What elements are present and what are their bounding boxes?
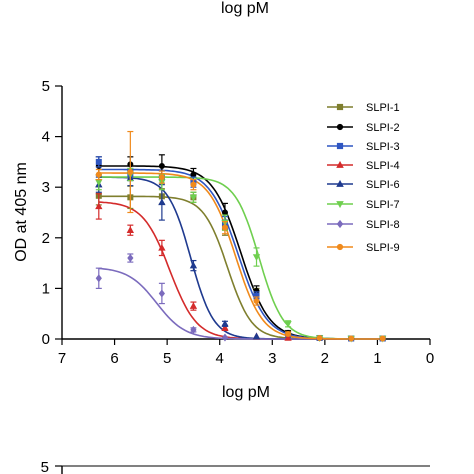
y-axis-label: OD at 405 nm	[13, 162, 30, 262]
data-point	[221, 221, 228, 235]
y-tick-label: 1	[42, 280, 50, 297]
legend-label: SLPI-7	[366, 199, 400, 211]
legend: SLPI-1 SLPI-2 SLPI-3 SLPI-4 SLPI-6 SLPI-7 SLPI…	[327, 102, 400, 254]
x-axis-ticks: 7 6 5 4 3 2 1 0	[58, 339, 434, 367]
legend-entry: SLPI-2	[327, 122, 400, 134]
legend-entry: SLPI-9	[327, 242, 400, 254]
legend-entry: SLPI-8	[327, 219, 400, 231]
fit-curve	[98, 165, 386, 340]
y-tick-label: 4	[42, 129, 50, 146]
legend-entry: SLPI-7	[327, 199, 400, 211]
fit-curve	[98, 172, 386, 340]
previous-figure-xlabel: log pM	[221, 0, 269, 17]
legend-label: SLPI-6	[366, 179, 400, 191]
x-tick-label: 4	[216, 350, 224, 367]
legend-label: SLPI-8	[366, 219, 400, 231]
legend-label: SLPI-1	[366, 102, 400, 114]
legend-label: SLPI-4	[366, 160, 400, 172]
data-point	[189, 191, 198, 203]
x-tick-label: 6	[110, 350, 118, 367]
legend-entry: SLPI-1	[327, 102, 400, 114]
data-point	[127, 130, 134, 214]
y-axis-ticks: 0 1 2 3 4 5	[42, 78, 62, 348]
data-point	[95, 267, 102, 289]
fit-curves	[98, 165, 386, 340]
data-point	[190, 179, 197, 191]
legend-label: SLPI-3	[366, 141, 400, 153]
data-point	[189, 259, 198, 272]
data-point	[158, 170, 165, 184]
data-point	[127, 253, 134, 263]
fit-curve	[98, 267, 386, 340]
data-point	[95, 156, 102, 168]
data-point	[252, 247, 261, 267]
legend-entry: SLPI-6	[327, 179, 400, 191]
x-tick-label: 3	[268, 350, 276, 367]
data-point	[221, 319, 229, 327]
data-points	[95, 130, 387, 343]
x-tick-label: 2	[321, 350, 329, 367]
data-point	[253, 296, 260, 306]
data-point	[158, 282, 165, 305]
legend-entry: SLPI-3	[327, 141, 400, 153]
data-point	[379, 335, 386, 342]
y-tick-label: 2	[42, 230, 50, 247]
data-point	[190, 325, 197, 334]
data-point	[189, 301, 198, 311]
data-point	[316, 334, 323, 341]
x-tick-label: 5	[163, 350, 171, 367]
data-point	[348, 335, 355, 342]
x-axis-label: log pM	[222, 384, 270, 401]
data-point	[284, 320, 292, 328]
legend-entry: SLPI-4	[327, 160, 400, 172]
x-tick-label: 0	[426, 350, 434, 367]
legend-label: SLPI-9	[366, 242, 400, 254]
data-point	[95, 168, 102, 181]
legend-label: SLPI-2	[366, 122, 400, 134]
y-tick-label: 3	[42, 179, 50, 196]
x-tick-label: 7	[58, 350, 66, 367]
y-tick-label: 0	[42, 331, 50, 348]
data-point	[158, 239, 166, 257]
next-chart-tick-label: 5	[41, 459, 49, 474]
data-point	[126, 224, 135, 236]
data-point	[252, 332, 261, 340]
data-point	[221, 333, 229, 342]
data-point	[285, 330, 292, 337]
data-point	[284, 334, 292, 341]
y-tick-label: 5	[42, 78, 50, 95]
x-tick-label: 1	[373, 350, 381, 367]
next-chart-partial: 5	[41, 459, 430, 474]
fit-curve	[98, 201, 386, 340]
data-point	[95, 193, 103, 220]
